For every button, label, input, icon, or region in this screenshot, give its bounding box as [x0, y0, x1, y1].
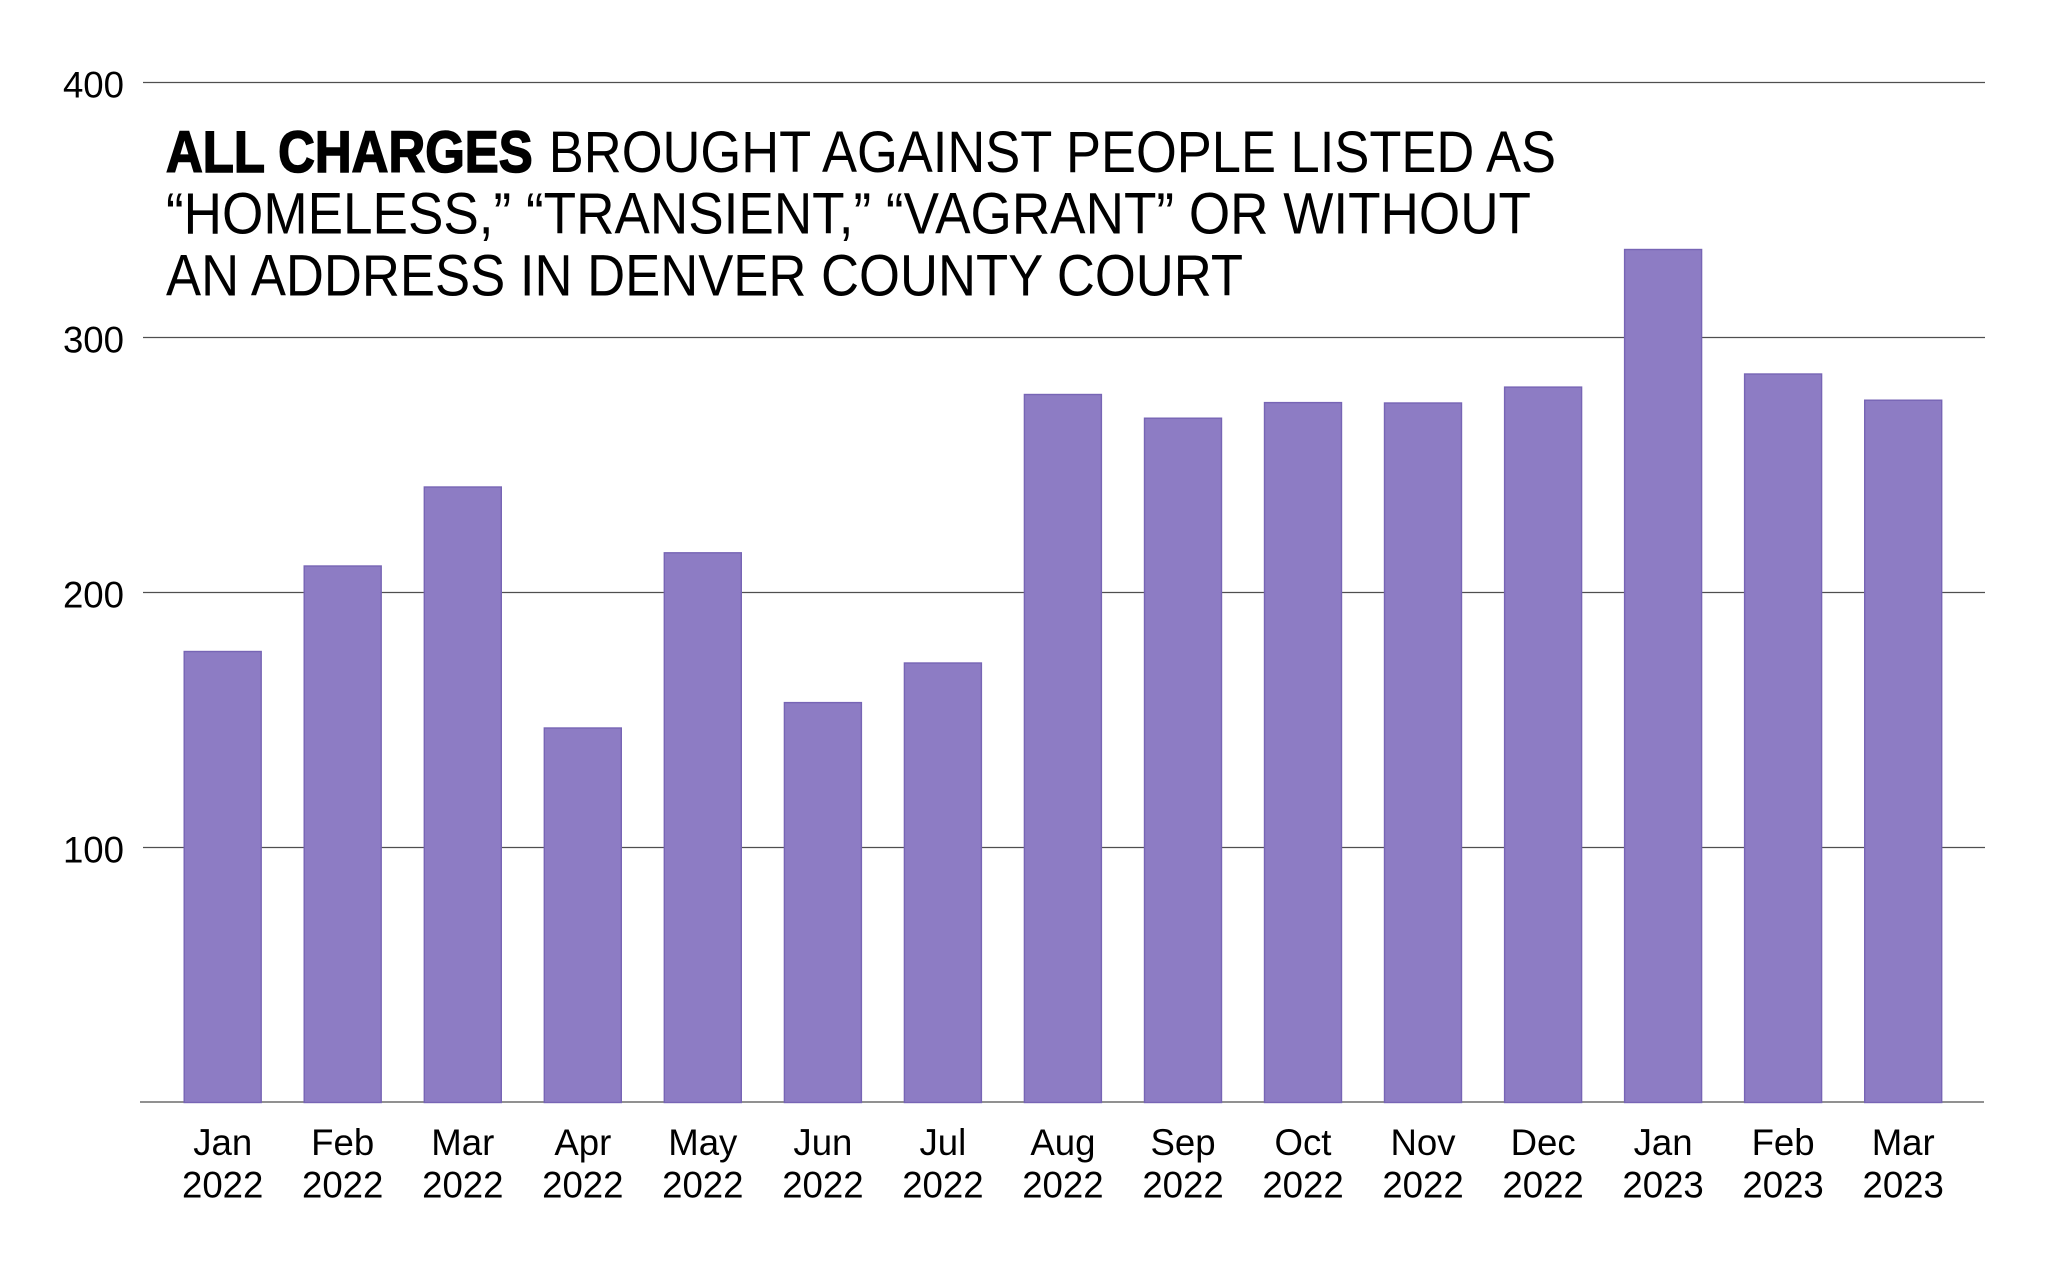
svg-text:May: May [668, 1122, 738, 1163]
svg-text:Mar: Mar [431, 1122, 494, 1163]
svg-text:2022: 2022 [1502, 1164, 1583, 1205]
svg-text:Aug: Aug [1030, 1122, 1095, 1163]
svg-text:100: 100 [63, 830, 124, 871]
svg-text:Feb: Feb [1752, 1122, 1815, 1163]
svg-text:2022: 2022 [542, 1164, 623, 1205]
svg-text:2022: 2022 [1262, 1164, 1343, 1205]
svg-text:Feb: Feb [311, 1122, 374, 1163]
svg-text:Jun: Jun [793, 1122, 852, 1163]
svg-text:Nov: Nov [1390, 1122, 1456, 1163]
svg-text:2022: 2022 [1142, 1164, 1223, 1205]
svg-text:Mar: Mar [1872, 1122, 1935, 1163]
svg-text:Jan: Jan [1634, 1122, 1693, 1163]
svg-text:2022: 2022 [782, 1164, 863, 1205]
svg-text:2022: 2022 [1022, 1164, 1103, 1205]
svg-text:Apr: Apr [554, 1122, 611, 1163]
svg-text:ALL CHARGES: ALL CHARGES [166, 120, 533, 185]
svg-text:“HOMELESS,” “TRANSIENT,” “VAGR: “HOMELESS,” “TRANSIENT,” “VAGRANT” OR WI… [166, 182, 1531, 247]
svg-text:2023: 2023 [1863, 1164, 1944, 1205]
svg-text:Sep: Sep [1150, 1122, 1215, 1163]
svg-text:Jan: Jan [193, 1122, 252, 1163]
svg-text:Jul: Jul [920, 1122, 967, 1163]
svg-text:2022: 2022 [902, 1164, 983, 1205]
svg-text:2022: 2022 [1382, 1164, 1463, 1205]
svg-text:200: 200 [63, 575, 124, 616]
svg-text:2023: 2023 [1742, 1164, 1823, 1205]
svg-text:2022: 2022 [182, 1164, 263, 1205]
svg-text:BROUGHT AGAINST PEOPLE LISTED: BROUGHT AGAINST PEOPLE LISTED AS [549, 120, 1556, 185]
svg-text:AN ADDRESS IN DENVER COUNTY CO: AN ADDRESS IN DENVER COUNTY COURT [166, 244, 1243, 309]
svg-text:2022: 2022 [422, 1164, 503, 1205]
svg-text:Dec: Dec [1511, 1122, 1576, 1163]
svg-text:2022: 2022 [662, 1164, 743, 1205]
svg-text:300: 300 [63, 320, 124, 361]
svg-text:2023: 2023 [1622, 1164, 1703, 1205]
svg-text:400: 400 [63, 65, 124, 106]
svg-text:2022: 2022 [302, 1164, 383, 1205]
svg-text:Oct: Oct [1275, 1122, 1332, 1163]
